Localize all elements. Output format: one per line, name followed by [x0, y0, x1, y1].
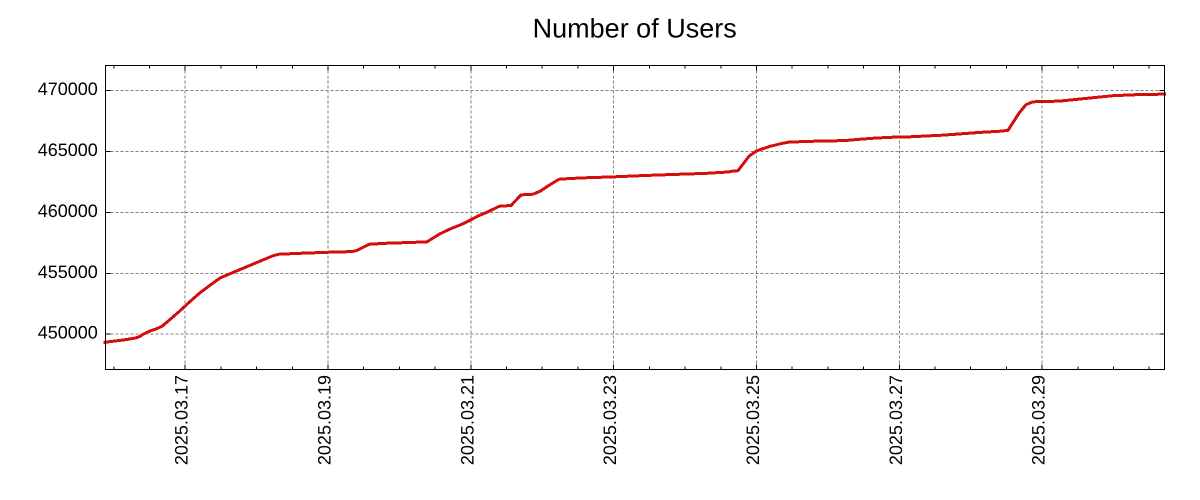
svg-text:2025.03.27: 2025.03.27	[886, 375, 906, 465]
svg-text:2025.03.21: 2025.03.21	[457, 375, 477, 465]
svg-text:Number of Users: Number of Users	[533, 14, 737, 44]
svg-text:455000: 455000	[38, 262, 98, 282]
svg-text:460000: 460000	[38, 201, 98, 221]
svg-text:450000: 450000	[38, 323, 98, 343]
svg-text:465000: 465000	[38, 140, 98, 160]
svg-text:2025.03.17: 2025.03.17	[172, 375, 192, 465]
svg-text:470000: 470000	[38, 79, 98, 99]
svg-text:2025.03.19: 2025.03.19	[315, 375, 335, 465]
svg-text:2025.03.25: 2025.03.25	[743, 375, 763, 465]
svg-text:2025.03.23: 2025.03.23	[600, 375, 620, 465]
svg-text:2025.03.29: 2025.03.29	[1029, 375, 1049, 465]
